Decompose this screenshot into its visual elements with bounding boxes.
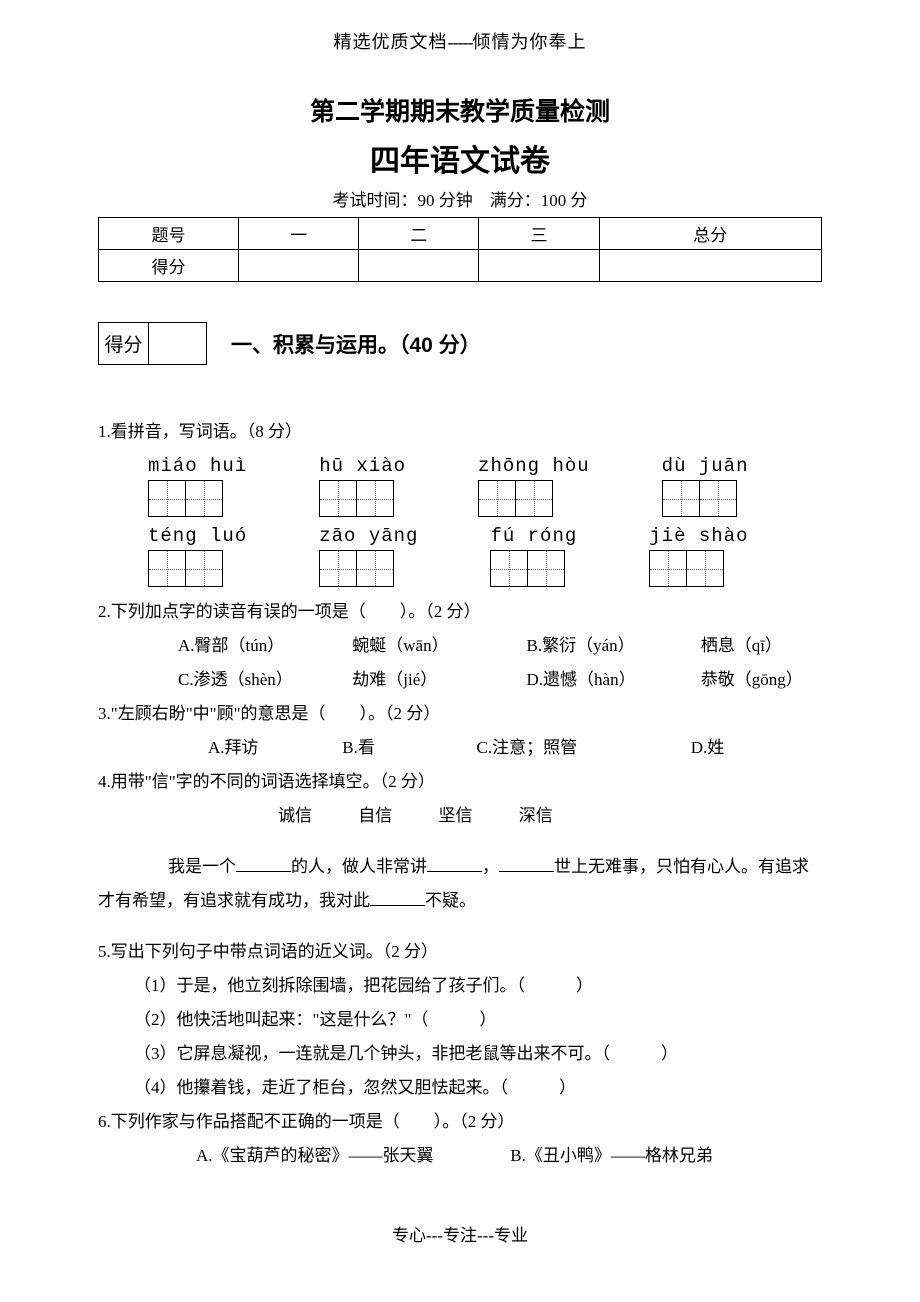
q3-b: B.看 [342, 731, 472, 765]
mini-score-blank [149, 323, 207, 365]
header-dash: ----- [448, 32, 473, 52]
q4-te: 不疑。 [425, 891, 476, 910]
footer-a: 专心 [392, 1226, 426, 1245]
footer-d2: --- [477, 1226, 494, 1245]
score-blank-3 [479, 250, 599, 282]
q4-tb: 的人，做人非常讲 [291, 857, 427, 876]
header-right: 倾情为你奉上 [472, 32, 586, 52]
q6-prompt: 6.下列作家与作品搭配不正确的一项是（ ）。（2 分） [98, 1105, 822, 1139]
score-h2: 二 [359, 218, 479, 250]
tianzi-box [490, 550, 577, 587]
q4-w2: 自信 [358, 806, 392, 825]
page-footer: 专心---专注---专业 [98, 1221, 822, 1246]
q3-opts: A.拜访 B.看 C.注意；照管 D.姓 [98, 731, 822, 765]
q1-b1: miáo huì [148, 455, 247, 517]
footer-b: 专注 [443, 1226, 477, 1245]
q2-prompt: 2.下列加点字的读音有误的一项是（ ）。（2 分） [98, 595, 822, 629]
title-line2: 四年语文试卷 [98, 136, 822, 180]
q5-i1: （1）于是，他立刻拆除围墙，把花园给了孩子们。（ ） [98, 969, 822, 1003]
title-line1: 第二学期期末教学质量检测 [98, 92, 822, 128]
q1-row2: téng luó zāo yāng fú róng jiè shào [148, 525, 822, 587]
q4-prompt: 4.用带"信"字的不同的词语选择填空。（2 分） [98, 765, 822, 799]
q1-b4: dù juān [662, 455, 749, 517]
mini-score-label: 得分 [99, 323, 149, 365]
tianzi-box [649, 550, 748, 587]
q1-b7: fú róng [490, 525, 577, 587]
footer-c: 专业 [494, 1226, 528, 1245]
q3-d: D.姓 [691, 731, 725, 765]
q4-blank-4 [370, 890, 425, 906]
q4-w4: 深信 [519, 806, 553, 825]
q1-row1: miáo huì hū xiào zhōng hòu dù juān [148, 455, 822, 517]
pinyin: dù juān [662, 455, 749, 477]
q4-words: 诚信 自信 坚信 深信 [98, 799, 822, 833]
q5-prompt: 5.写出下列句子中带点词语的近义词。（2 分） [98, 935, 822, 969]
q2-d2: 恭敬（gōng） [701, 663, 803, 697]
tianzi-box [319, 550, 418, 587]
q5-i2: （2）他快活地叫起来："这是什么？"（ ） [98, 1003, 822, 1037]
score-h1: 一 [239, 218, 359, 250]
q3-a: A.拜访 [208, 731, 338, 765]
footer-d1: --- [426, 1226, 443, 1245]
q2-b2: 栖息（qī） [701, 629, 782, 663]
tianzi-box [148, 550, 247, 587]
q4-ta: 我是一个 [168, 857, 236, 876]
q1-prompt: 1.看拼音，写词语。（8 分） [98, 415, 822, 449]
q6-opts: A.《宝葫芦的秘密》——张天翼 B.《丑小鸭》——格林兄弟 [98, 1139, 822, 1173]
score-h0: 题号 [99, 218, 239, 250]
score-row2-label: 得分 [99, 250, 239, 282]
q4-w1: 诚信 [278, 806, 312, 825]
exam-info: 考试时间：90 分钟 满分：100 分 [98, 186, 822, 211]
q4-blank-2 [427, 856, 482, 872]
q6-b: B.《丑小鸭》——格林兄弟 [510, 1139, 713, 1173]
pinyin: zāo yāng [319, 525, 418, 547]
q5-i4: （4）他攥着钱，走近了柜台，忽然又胆怯起来。（ ） [98, 1071, 822, 1105]
tianzi-box [662, 480, 749, 517]
header-left: 精选优质文档 [334, 32, 448, 52]
pinyin: jiè shào [649, 525, 748, 547]
score-blank-2 [359, 250, 479, 282]
q4-text: 我是一个的人，做人非常讲，世上无难事，只怕有心人。有追求才有希望，有追求就有成功… [98, 850, 822, 918]
score-blank-1 [239, 250, 359, 282]
q2-c: C.渗透（shèn） [178, 663, 348, 697]
tianzi-box [148, 480, 247, 517]
score-blank-4 [599, 250, 821, 282]
q4-blank-1 [236, 856, 291, 872]
page-header: 精选优质文档-----倾情为你奉上 [98, 28, 822, 54]
q5-i3: （3）它屏息凝视，一连就是几个钟头，非把老鼠等出来不可。（ ） [98, 1037, 822, 1071]
pinyin: téng luó [148, 525, 247, 547]
q1-b8: jiè shào [649, 525, 748, 587]
q2-a2: 蜿蜒（wān） [352, 629, 522, 663]
section-1-row: 得分 一、积累与运用。（40 分） [98, 322, 822, 365]
q1-b3: zhōng hòu [478, 455, 590, 517]
score-table: 题号 一 二 三 总分 得分 [98, 217, 822, 282]
exam-page: 精选优质文档-----倾情为你奉上 第二学期期末教学质量检测 四年语文试卷 考试… [0, 0, 920, 1276]
pinyin: zhōng hòu [478, 455, 590, 477]
q2-opts-2: C.渗透（shèn） 劫难（jié） D.遗憾（hàn） 恭敬（gōng） [98, 663, 822, 697]
pinyin: miáo huì [148, 455, 247, 477]
q1-grid: miáo huì hū xiào zhōng hòu dù juān téng … [148, 455, 822, 587]
tianzi-box [478, 480, 590, 517]
q2-b: B.繁衍（yán） [527, 629, 697, 663]
q2-a: A.臀部（tún） [178, 629, 348, 663]
q3-prompt: 3."左顾右盼"中"顾"的意思是（ ）。（2 分） [98, 697, 822, 731]
pinyin: hū xiào [319, 455, 406, 477]
q2-d: D.遗憾（hàn） [527, 663, 697, 697]
tianzi-box [319, 480, 406, 517]
section-1-title: 一、积累与运用。（40 分） [231, 329, 481, 359]
mini-score-table: 得分 [98, 322, 207, 365]
q1-b6: zāo yāng [319, 525, 418, 587]
q2-c2: 劫难（jié） [352, 663, 522, 697]
q4-blank-3 [499, 856, 554, 872]
q3-c: C.注意；照管 [477, 731, 687, 765]
q4-w3: 坚信 [439, 806, 473, 825]
q2-opts-1: A.臀部（tún） 蜿蜒（wān） B.繁衍（yán） 栖息（qī） [98, 629, 822, 663]
q4-tc: ， [482, 857, 499, 876]
score-h3: 三 [479, 218, 599, 250]
q1-b5: téng luó [148, 525, 247, 587]
pinyin: fú róng [490, 525, 577, 547]
score-h4: 总分 [599, 218, 821, 250]
q1-b2: hū xiào [319, 455, 406, 517]
q6-a: A.《宝葫芦的秘密》——张天翼 [196, 1139, 506, 1173]
